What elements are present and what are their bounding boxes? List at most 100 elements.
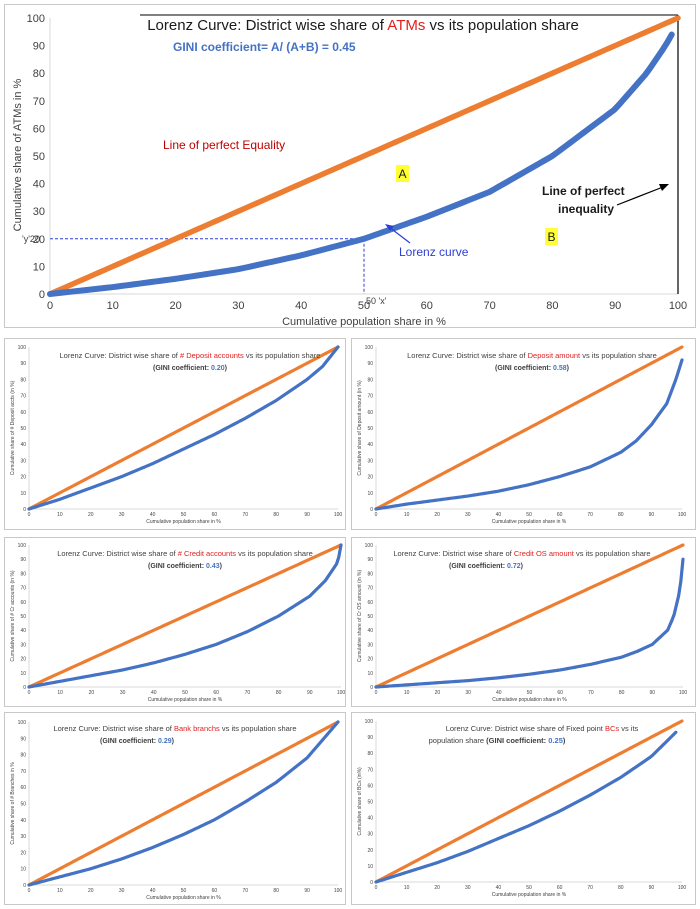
- chart-title: Lorenz Curve: District wise share of Cre…: [393, 549, 650, 558]
- gini-prefix: (GINI coefficient:: [153, 365, 211, 372]
- x-tick-label: 30: [119, 512, 125, 518]
- x-tick-label: 40: [150, 512, 156, 518]
- y-tick-label: 70: [33, 96, 45, 108]
- y-tick-label: 20: [20, 657, 26, 663]
- lorenz-series-line: [27, 543, 343, 689]
- x-tick-label: 90: [307, 690, 313, 696]
- x-tick-label: 90: [649, 885, 655, 891]
- y-tick-label: 30: [20, 834, 26, 840]
- x-tick-label: 0: [47, 300, 53, 312]
- y-tick-label: 50: [20, 426, 26, 432]
- x-tick-label: 30: [465, 690, 471, 696]
- inequality-arrow-head: [659, 184, 669, 191]
- gini-prefix: (GINI coefficient:: [100, 738, 158, 745]
- x-axis-label: Cumulative population share in %: [492, 892, 567, 898]
- x-tick-label: 10: [107, 300, 119, 312]
- x-tick-label: 0: [28, 512, 31, 518]
- x-axis-label: Cumulative population share in %: [146, 519, 221, 525]
- gini-value: 0.72: [507, 563, 521, 570]
- y-tick-label: 100: [365, 345, 374, 351]
- chart-title-highlight: # Credit accounts: [178, 549, 237, 558]
- y-tick-label: 100: [18, 345, 27, 351]
- chart-title-prefix: Lorenz Curve: District wise share of: [147, 17, 387, 34]
- y-tick-label: 90: [20, 736, 26, 742]
- x-tick-label: 30: [465, 885, 471, 891]
- chart-title-suffix: vs its population share: [425, 17, 578, 34]
- x-tick-label: 60: [212, 512, 218, 518]
- gini-value: 0.20: [211, 365, 225, 372]
- y-tick-label: 0: [370, 507, 373, 513]
- chart-title-line2: population share: [429, 736, 487, 745]
- gini-value: 0.25: [548, 736, 563, 745]
- x-tick-label: 100: [669, 300, 687, 312]
- y-tick-label: 80: [20, 377, 26, 383]
- x-tick-label: 60: [557, 690, 563, 696]
- gini-value: 0.43: [206, 563, 220, 570]
- x-tick-label: 40: [151, 690, 157, 696]
- x-tick-label: 80: [276, 690, 282, 696]
- y-tick-label: 60: [33, 123, 45, 135]
- gini-close: ): [225, 365, 227, 372]
- deposit-amount-panel: 0 10 20 30 40 50 60 70 80 90 100 0 10 20 30 40 50 60 70 80 9…: [351, 338, 696, 530]
- y-tick-label: 30: [20, 458, 26, 464]
- y-tick-label: 50: [33, 151, 45, 163]
- gini-coefficient-label: GINI coefficient= A/ (A+B) = 0.45: [173, 40, 356, 54]
- x-tick-label: 80: [619, 690, 625, 696]
- gini-prefix: (GINI coefficient:: [449, 563, 507, 570]
- y-tick-label: 90: [367, 735, 373, 741]
- y-tick-label: 90: [367, 557, 373, 563]
- y-tick-label: 70: [367, 394, 373, 400]
- y-axis-label: Cumulative share of BCs (in%): [357, 767, 363, 836]
- y-tick-label: 40: [367, 442, 373, 448]
- chart-title-suffix: vs its population share: [236, 549, 313, 558]
- y-tick-label: 20: [367, 475, 373, 481]
- x-tick-label: 20: [89, 690, 95, 696]
- y-tick-label: 90: [367, 361, 373, 367]
- y-tick-label: 90: [20, 361, 26, 367]
- y-tick-label: 10: [20, 867, 26, 873]
- chart-title-highlight: Deposit amount: [528, 351, 581, 360]
- y-tick-label: 90: [20, 557, 26, 563]
- x-tick-label: 20: [88, 888, 94, 894]
- gini-coefficient-label: (GINI coefficient: 0.58): [495, 365, 569, 372]
- y-tick-label: 100: [27, 13, 45, 25]
- y-tick-label: 20: [20, 475, 26, 481]
- x-tick-label: 20: [434, 512, 440, 518]
- x-tick-label: 50: [526, 512, 532, 518]
- x-tick-label: 100: [678, 885, 687, 891]
- y-tick-label: 50: [20, 614, 26, 620]
- x-axis-label: Cumulative population share in %: [148, 697, 223, 703]
- lorenz-series-line: [374, 730, 678, 884]
- y-tick-label: 10: [367, 491, 373, 497]
- x-tick-label: 60: [212, 888, 218, 894]
- equality-series-line: [27, 720, 340, 887]
- y-tick-label: 50: [20, 802, 26, 808]
- y-tick-label: 40: [20, 442, 26, 448]
- lorenz-series-line: [374, 557, 685, 689]
- y-tick-label: 80: [367, 571, 373, 577]
- y-tick-label: 40: [367, 628, 373, 634]
- chart-title-highlight: BCs: [605, 724, 619, 733]
- y-tick-label: 70: [367, 767, 373, 773]
- chart-title-prefix: Lorenz Curve: District wise share of: [53, 724, 173, 733]
- x-marker-label: 50 'x': [366, 296, 387, 306]
- gini-prefix: (GINI coefficient:: [495, 365, 553, 372]
- y-tick-label: 50: [367, 800, 373, 806]
- y-tick-label: 80: [367, 751, 373, 757]
- equality-series-line: [374, 345, 684, 511]
- lorenz-annotation: Lorenz curve: [399, 245, 469, 259]
- y-tick-label: 70: [20, 394, 26, 400]
- chart-title-prefix: Lorenz Curve: District wise share of: [393, 549, 513, 558]
- y-tick-label: 20: [367, 657, 373, 663]
- chart-title: Lorenz Curve: District wise share of # D…: [60, 351, 321, 360]
- x-tick-label: 0: [28, 888, 31, 894]
- y-tick-label: 10: [20, 491, 26, 497]
- x-tick-label: 40: [496, 512, 502, 518]
- y-axis-label: Cumulative share of Cr OS amount (in %): [357, 570, 363, 663]
- chart-title-prefix: Lorenz Curve: District wise share of Fix…: [446, 724, 605, 733]
- y-tick-label: 30: [20, 642, 26, 648]
- equality-series-line: [47, 15, 681, 297]
- x-tick-label: 80: [546, 300, 558, 312]
- y-tick-label: 80: [20, 753, 26, 759]
- x-axis-label: Cumulative population share in %: [282, 316, 446, 328]
